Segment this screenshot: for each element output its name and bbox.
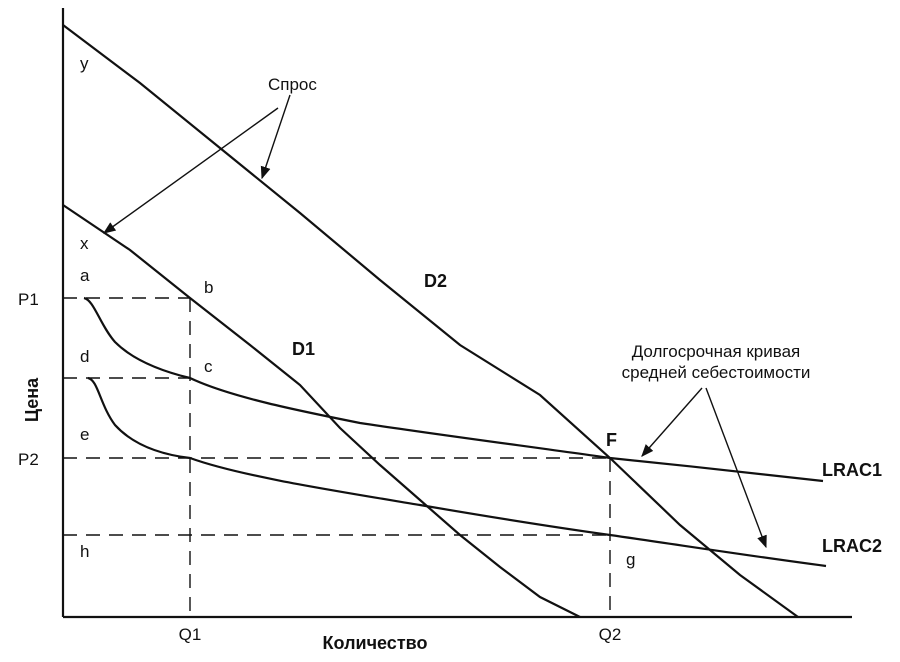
p2-tick-label: P2	[18, 450, 39, 469]
lrac-arrow-2	[705, 387, 767, 549]
demand-arrow-d2	[260, 94, 291, 180]
lrac2-label: LRAC2	[822, 536, 882, 556]
demand-curve-d2	[62, 24, 799, 618]
lrac2-curve	[87, 376, 827, 568]
point-a-label: a	[80, 266, 90, 285]
q1-tick-label: Q1	[179, 625, 202, 644]
point-d-label: d	[80, 347, 89, 366]
p1-tick-label: P1	[18, 290, 39, 309]
point-f-label: F	[606, 430, 617, 450]
lrac1-curve	[83, 296, 824, 483]
point-x-label: x	[80, 234, 89, 253]
point-h-label: h	[80, 542, 89, 561]
lrac-arrow-1	[641, 387, 703, 457]
x-axis-title: Количество	[323, 633, 428, 653]
point-c-label: c	[204, 357, 213, 376]
lrac1-label: LRAC1	[822, 460, 882, 480]
demand-arrow-d1	[102, 107, 279, 234]
point-y-label: y	[80, 54, 89, 73]
demand-curve-d1	[62, 204, 581, 618]
point-g-label: g	[626, 550, 635, 569]
point-e-label: e	[80, 425, 89, 444]
q2-tick-label: Q2	[599, 625, 622, 644]
lrac-annotation-line1: Долгосрочная кривая	[632, 342, 801, 361]
d1-label: D1	[292, 339, 315, 359]
d2-label: D2	[424, 271, 447, 291]
point-b-label: b	[204, 278, 213, 297]
demand-annotation: Спрос	[268, 75, 317, 94]
y-axis-title: Цена	[22, 377, 42, 422]
lrac-annotation-line2: средней себестоимости	[622, 363, 811, 382]
